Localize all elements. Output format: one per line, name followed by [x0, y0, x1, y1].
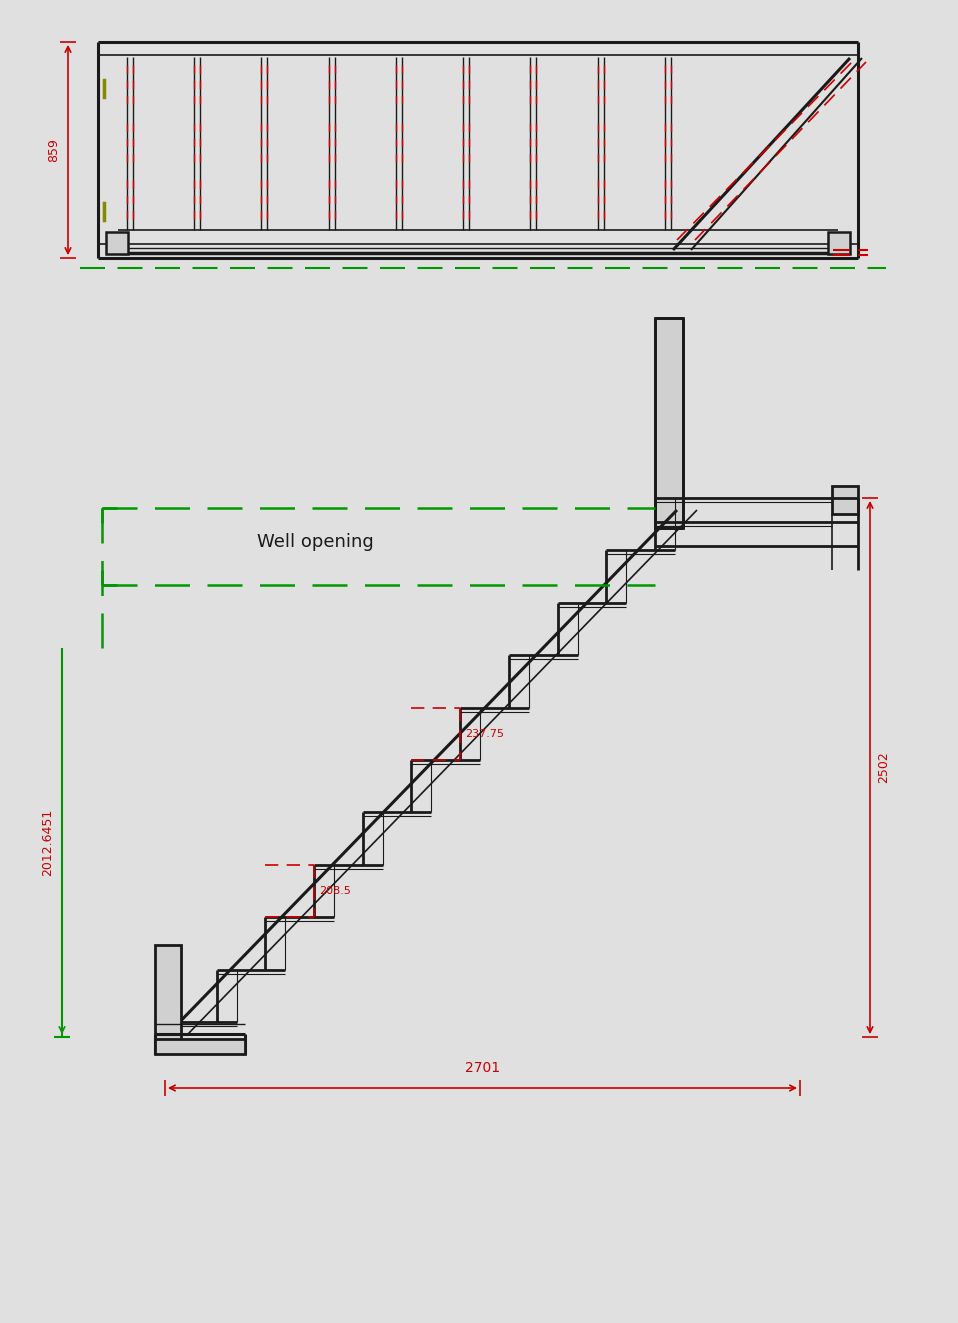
Text: 237.75: 237.75: [466, 729, 504, 738]
Text: 2502: 2502: [878, 751, 891, 783]
Text: 859: 859: [48, 138, 60, 161]
Bar: [832, 486, 858, 515]
Bar: [106, 232, 128, 254]
Text: Well opening: Well opening: [257, 533, 374, 550]
Text: 2012.6451: 2012.6451: [41, 808, 55, 876]
Bar: [655, 318, 683, 528]
Bar: [155, 1039, 245, 1054]
Bar: [155, 945, 181, 1040]
Text: 2701: 2701: [465, 1061, 500, 1076]
Bar: [828, 232, 850, 254]
Text: 208.5: 208.5: [319, 886, 351, 896]
